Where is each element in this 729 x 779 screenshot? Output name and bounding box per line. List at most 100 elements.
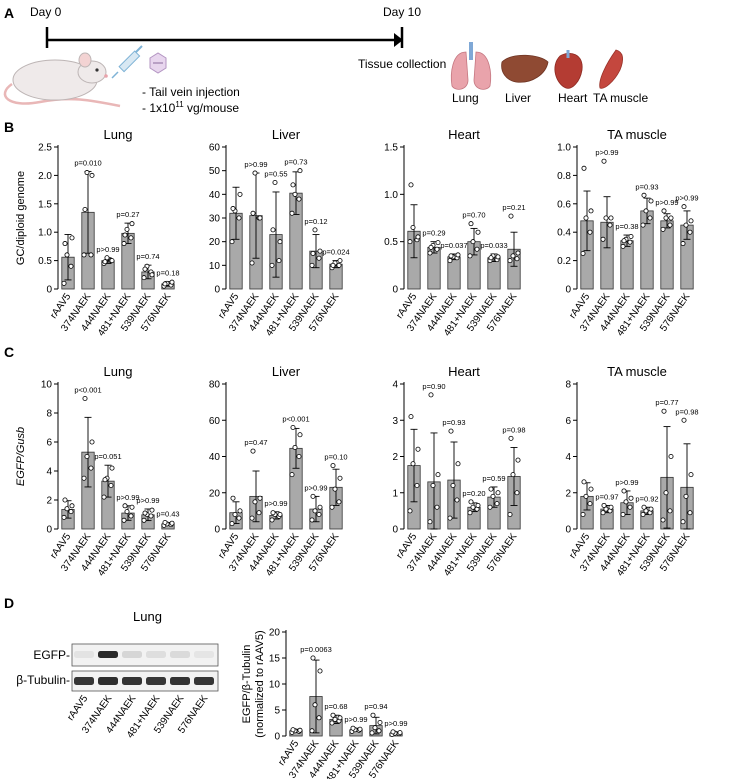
- injection-line-1: - Tail vein injection: [142, 85, 240, 99]
- data-point: [332, 486, 338, 492]
- data-point: [290, 727, 296, 733]
- chart-d-quantification: 0 5 10 15 20 EGFP/β-Tubulin (normalized to rAA…: [241, 628, 408, 779]
- data-point: [330, 463, 336, 469]
- data-point: [109, 258, 115, 264]
- data-point: [640, 512, 646, 518]
- y-tick-label: 0: [214, 285, 220, 296]
- data-point: [296, 196, 302, 202]
- data-point: [252, 499, 258, 505]
- data-point: [455, 461, 461, 467]
- y-tick-label: 40: [209, 452, 221, 463]
- y-axis-label-2: (normalized to rAAV5): [254, 630, 266, 737]
- data-point: [627, 239, 633, 245]
- data-point: [377, 719, 383, 725]
- panel-label-a: A: [4, 5, 14, 21]
- data-point: [336, 262, 342, 268]
- data-point: [62, 241, 68, 247]
- data-point: [623, 499, 629, 505]
- chart-title: TA muscle: [607, 127, 667, 142]
- data-point: [648, 198, 654, 204]
- data-point: [410, 224, 416, 230]
- data-point: [603, 506, 609, 512]
- data-point: [370, 712, 376, 718]
- data-point: [621, 238, 627, 244]
- data-point: [448, 253, 454, 259]
- data-point: [257, 495, 263, 501]
- data-point: [667, 508, 673, 514]
- data-point: [330, 262, 336, 268]
- data-point: [390, 729, 396, 735]
- data-point: [510, 253, 516, 259]
- data-point: [129, 504, 135, 510]
- data-point: [69, 503, 75, 509]
- y-tick-label: 0: [274, 732, 280, 743]
- chart-title: Liver: [272, 127, 301, 142]
- data-point: [680, 241, 686, 247]
- data-point: [336, 499, 342, 505]
- p-value-label: p=0.0063: [300, 645, 332, 654]
- data-point: [310, 250, 316, 256]
- p-value-label: p=0.38: [615, 222, 638, 231]
- data-point: [162, 281, 168, 287]
- y-tick-label: 0: [565, 285, 571, 296]
- data-point: [475, 229, 481, 235]
- blot-row-label-egfp: EGFP-: [33, 648, 70, 662]
- data-point: [583, 215, 589, 221]
- data-point: [329, 720, 335, 726]
- injection-line-2: - 1x1011 vg/mouse: [142, 100, 239, 115]
- y-tick-label: 1.0: [384, 190, 398, 201]
- western-blot: Lung EGFP- β-Tubulin- rAAV5374NAEK444NAE…: [16, 609, 219, 740]
- p-value-label: p>0.99: [655, 198, 678, 207]
- y-tick-label: 4: [565, 452, 571, 463]
- data-point: [82, 395, 88, 401]
- data-point: [230, 206, 236, 212]
- data-point: [580, 250, 586, 256]
- data-point: [289, 210, 295, 216]
- data-point: [628, 233, 634, 239]
- data-point: [297, 168, 303, 174]
- data-point: [470, 239, 476, 245]
- blot-band-tubulin: [170, 677, 190, 685]
- p-value-label: p>0.99: [96, 245, 119, 254]
- y-tick-label: 20: [209, 488, 221, 499]
- data-point: [237, 191, 243, 197]
- data-point: [688, 472, 694, 478]
- data-point: [169, 520, 175, 526]
- data-point: [427, 519, 433, 525]
- data-point: [515, 250, 521, 256]
- y-tick-label: 0: [565, 525, 571, 536]
- data-point: [581, 165, 587, 171]
- data-point: [681, 204, 687, 210]
- y-tick-label: 60: [209, 143, 221, 154]
- y-tick-label: 2: [392, 452, 398, 463]
- data-point: [428, 244, 434, 250]
- data-point: [376, 728, 382, 734]
- chart-c-ta-muscle: TA muscle02468rAAV5p=0.97374NAEKp>0.9944…: [565, 364, 698, 578]
- p-value-label: p=0.70: [462, 211, 485, 220]
- p-value-label: p=0.77: [655, 398, 678, 407]
- data-point: [169, 279, 175, 285]
- data-point: [277, 512, 283, 518]
- data-point: [603, 215, 609, 221]
- y-tick-label: 0: [46, 525, 52, 536]
- data-point: [641, 504, 647, 510]
- data-point: [683, 493, 689, 499]
- data-point: [620, 512, 626, 518]
- data-point: [468, 221, 474, 227]
- y-tick-label: 50: [209, 166, 221, 177]
- data-point: [232, 512, 238, 518]
- data-point: [64, 506, 70, 512]
- syringe-icon: [111, 45, 143, 79]
- data-point: [680, 519, 686, 525]
- y-tick-label: 0: [214, 525, 220, 536]
- data-point: [448, 428, 454, 434]
- data-point: [102, 477, 108, 483]
- data-point: [628, 495, 634, 501]
- data-point: [316, 512, 322, 518]
- aav-capsid-icon: [149, 52, 167, 74]
- p-value-label: p>0.99: [116, 493, 139, 502]
- panel-label-d: D: [4, 595, 14, 611]
- timeline-panel: Day 0 Day 10 - Tail vein injection - 1x1…: [3, 5, 648, 115]
- data-point: [663, 215, 669, 221]
